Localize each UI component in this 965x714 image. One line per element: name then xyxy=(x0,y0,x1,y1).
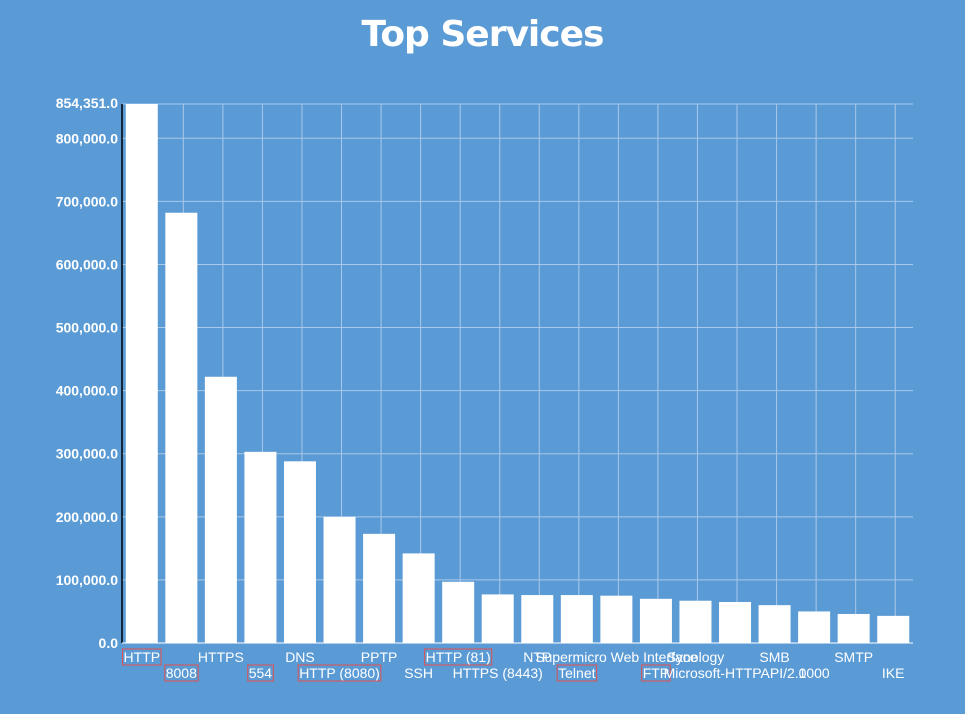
bar-554 xyxy=(244,451,277,643)
bars xyxy=(125,104,910,643)
x-tick-label: HTTP (8080) xyxy=(299,665,380,681)
y-tick-label: 700,000.0 xyxy=(56,193,118,209)
y-tick-label: 100,000.0 xyxy=(56,572,118,588)
bar-https xyxy=(204,376,237,643)
bar-1000 xyxy=(798,611,831,643)
y-tick-label: 600,000.0 xyxy=(56,256,118,272)
bar-ntp xyxy=(521,595,554,643)
x-tick-label: FTP xyxy=(643,665,669,681)
x-tick-label: PPTP xyxy=(361,649,398,665)
bar-http-8080- xyxy=(323,516,356,643)
y-tick-label: 200,000.0 xyxy=(56,509,118,525)
label-highlight-box xyxy=(556,664,598,682)
bar-smb xyxy=(758,605,791,643)
bar-8008 xyxy=(165,212,198,643)
x-tick-label: IKE xyxy=(882,665,905,681)
x-tick-label: SSH xyxy=(404,665,433,681)
label-highlight-box xyxy=(164,664,199,682)
x-tick-label: Telnet xyxy=(558,665,595,681)
y-tick-label: 400,000.0 xyxy=(56,383,118,399)
label-highlight-box xyxy=(247,664,274,682)
bar-http xyxy=(125,104,158,643)
bar-synology xyxy=(679,600,712,643)
label-highlight-box xyxy=(121,648,162,666)
bar-ike xyxy=(877,615,910,643)
x-tick-label: Microsoft-HTTPAPI/2.0 xyxy=(664,665,807,681)
y-tick-labels: 0.0 100,000.0 200,000.0 300,000.0 400,000.0 5… xyxy=(56,95,119,651)
x-tick-label: Synology xyxy=(667,649,725,665)
x-tick-label: SMTP xyxy=(834,649,873,665)
y-tick-label: 500,000.0 xyxy=(56,320,118,336)
x-tick-label: NTP xyxy=(523,649,551,665)
x-tick-label: DNS xyxy=(285,649,315,665)
bar-smtp xyxy=(837,613,870,643)
x-tick-label: 8008 xyxy=(166,665,197,681)
label-highlight-box xyxy=(641,664,671,682)
x-tick-label: SMB xyxy=(759,649,789,665)
bar-https-8443- xyxy=(481,594,514,643)
x-tick-label: HTTPS xyxy=(198,649,244,665)
x-tick-label: HTTP (81) xyxy=(426,649,491,665)
x-tick-label: Supermicro Web Interface xyxy=(535,649,698,665)
bar-dns xyxy=(283,461,316,643)
y-tick-label: 800,000.0 xyxy=(56,130,118,146)
y-tick-label: 300,000.0 xyxy=(56,446,118,462)
x-tick-label: 554 xyxy=(249,665,273,681)
bar-pptp xyxy=(363,533,396,643)
bar-ftp xyxy=(639,598,672,643)
x-tick-label: 1000 xyxy=(799,665,830,681)
y-max-label: 854,351.0 xyxy=(56,95,118,111)
bar-http-81- xyxy=(442,581,475,643)
bar-microsoft-httpapi-2-0 xyxy=(719,601,752,643)
x-tick-label: HTTP xyxy=(123,649,160,665)
bar-supermicro-web-interface xyxy=(600,595,633,643)
grid xyxy=(122,103,913,644)
chart-title: Top Services xyxy=(361,14,605,55)
y-tick-label: 0.0 xyxy=(99,635,119,651)
bar-ssh xyxy=(402,553,435,643)
x-tick-label: HTTPS (8443) xyxy=(453,665,543,681)
label-highlight-box xyxy=(297,664,382,682)
label-highlight-box xyxy=(424,648,493,666)
bar-telnet xyxy=(560,595,593,643)
axes xyxy=(121,104,913,644)
